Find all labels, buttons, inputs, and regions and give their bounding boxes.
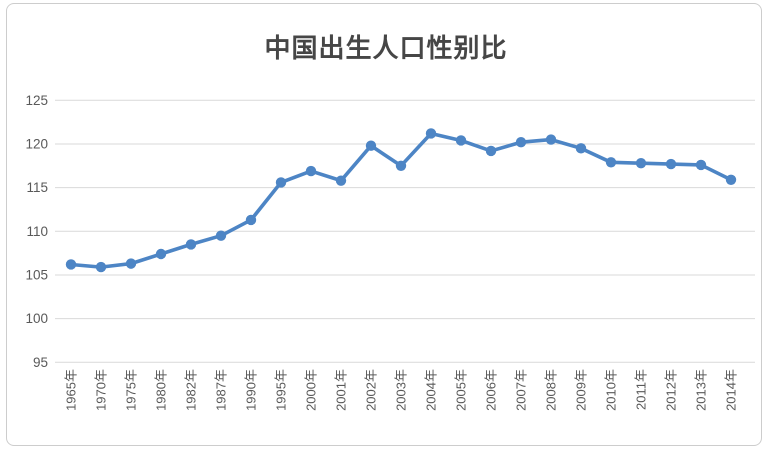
x-axis-tick-label: 2002年: [364, 369, 379, 411]
y-axis-tick-label: 115: [26, 180, 48, 195]
chart-title: 中国出生人口性别比: [264, 33, 508, 63]
x-axis-tick-label: 1982年: [184, 369, 199, 411]
data-point-marker: [305, 165, 317, 177]
y-axis-labels-group: 95 100 105 110 115 120 125: [25, 93, 48, 370]
data-point-marker: [215, 230, 227, 241]
chart-frame: [6, 3, 762, 446]
data-point-marker: [425, 128, 437, 139]
x-axis-tick-label: 2005年: [454, 369, 469, 411]
x-axis-tick-label: 1995年: [274, 369, 289, 411]
data-point-marker: [155, 248, 167, 260]
x-axis-tick-label: 2004年: [424, 369, 439, 411]
y-axis-tick-label: 120: [25, 136, 48, 151]
x-axis-tick-label: 2006年: [484, 369, 499, 411]
x-axis-tick-label: 1980年: [154, 369, 169, 411]
y-axis-tick-label: 125: [25, 93, 48, 108]
data-point-marker: [185, 239, 197, 250]
gridlines-group: [55, 99, 755, 363]
x-axis-labels-group: 1965年 1970年 1975年 1980年 1982年 1987年 1990年 1995年…: [64, 369, 739, 411]
series-line: [69, 131, 733, 269]
data-point-marker: [605, 157, 617, 168]
data-point-marker: [665, 158, 677, 170]
x-axis-tick-label: 2007年: [514, 369, 529, 411]
x-axis-tick-label: 2009年: [574, 369, 589, 411]
data-point-marker: [365, 140, 377, 151]
data-point-marker: [575, 143, 587, 154]
y-axis-tick-label: 105: [25, 267, 48, 282]
data-point-marker: [485, 145, 497, 157]
data-point-marker: [335, 175, 347, 186]
x-axis-tick-label: 2014年: [724, 369, 739, 411]
x-axis-tick-label: 1970年: [94, 369, 109, 411]
y-axis-tick-label: 100: [25, 311, 48, 326]
x-axis-tick-label: 1987年: [214, 369, 229, 411]
data-point-marker: [635, 157, 647, 169]
y-axis-tick-label: 95: [33, 355, 48, 370]
data-point-marker: [545, 134, 557, 145]
x-axis-tick-label: 2013年: [694, 369, 709, 411]
data-point-marker: [725, 174, 737, 185]
x-axis-tick-label: 1965年: [64, 369, 79, 411]
data-point-marker: [275, 177, 287, 188]
data-point-marker: [515, 137, 527, 148]
x-axis-tick-label: 1975年: [124, 369, 139, 411]
data-point-marker: [695, 159, 707, 171]
x-axis-tick-label: 2010年: [604, 369, 619, 411]
x-axis-tick-label: 2011年: [634, 369, 649, 410]
data-point-marker: [95, 261, 107, 273]
x-axis-tick-label: 2000年: [304, 369, 319, 411]
x-axis-tick-label: 1990年: [244, 369, 259, 411]
data-point-marker: [65, 259, 77, 270]
data-point-marker: [125, 258, 137, 269]
data-point-marker: [245, 214, 257, 226]
y-axis-tick-label: 110: [26, 224, 48, 239]
series-markers-group: [65, 128, 737, 273]
x-axis-tick-label: 2008年: [544, 369, 559, 411]
data-point-marker: [455, 135, 467, 146]
x-axis-tick-label: 2003年: [394, 369, 409, 411]
data-point-marker: [395, 160, 407, 171]
x-axis-tick-label: 2012年: [664, 369, 679, 411]
x-axis-tick-label: 2001年: [334, 369, 349, 411]
